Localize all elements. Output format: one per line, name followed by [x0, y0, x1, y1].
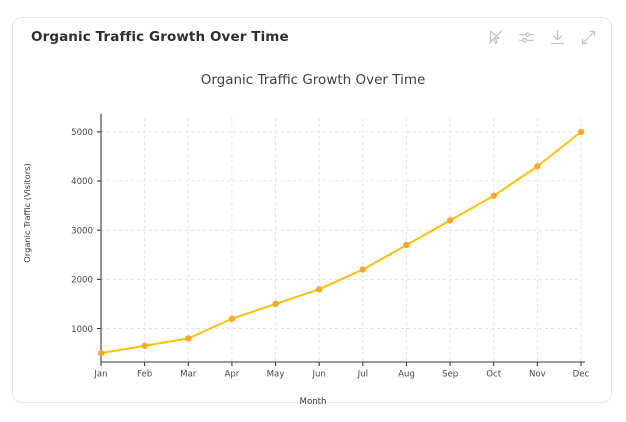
- svg-text:Oct: Oct: [486, 370, 501, 380]
- page-title: Organic Traffic Growth Over Time: [31, 29, 289, 45]
- svg-text:5000: 5000: [71, 128, 93, 138]
- line-chart: 1000 2000 3000 4000 5000 Jan Feb Mar Apr May Jun Ju…: [71, 114, 590, 380]
- svg-text:Aug: Aug: [398, 370, 415, 380]
- svg-text:3000: 3000: [71, 226, 93, 236]
- sliders-icon[interactable]: [518, 29, 535, 46]
- x-axis-label: Month: [299, 397, 327, 407]
- svg-text:2000: 2000: [71, 276, 93, 286]
- svg-text:Sep: Sep: [442, 370, 458, 380]
- cursor-disabled-icon[interactable]: [487, 29, 504, 46]
- chart-plot-area: Organic Traffic Growth Over Time Organic…: [13, 56, 613, 407]
- svg-text:May: May: [267, 370, 285, 380]
- svg-text:Dec: Dec: [573, 370, 590, 380]
- card-header: Organic Traffic Growth Over Time: [13, 18, 611, 56]
- svg-text:Jun: Jun: [311, 370, 325, 380]
- svg-text:Apr: Apr: [224, 370, 239, 380]
- chart-card: Organic Traffic Growth Over Time: [12, 17, 613, 407]
- expand-icon[interactable]: [580, 29, 597, 46]
- svg-text:Jan: Jan: [93, 370, 107, 380]
- chart-toolbar: [487, 29, 597, 46]
- svg-text:Jul: Jul: [357, 370, 368, 380]
- chart-svg-container: 1000 2000 3000 4000 5000 Jan Feb Mar Apr May Jun Ju…: [13, 56, 613, 404]
- svg-text:Nov: Nov: [529, 370, 546, 380]
- svg-text:1000: 1000: [71, 325, 93, 335]
- svg-text:Feb: Feb: [137, 370, 152, 380]
- chart-title: Organic Traffic Growth Over Time: [200, 72, 426, 88]
- svg-text:4000: 4000: [71, 177, 93, 187]
- download-icon[interactable]: [549, 29, 566, 46]
- svg-text:Mar: Mar: [180, 370, 197, 380]
